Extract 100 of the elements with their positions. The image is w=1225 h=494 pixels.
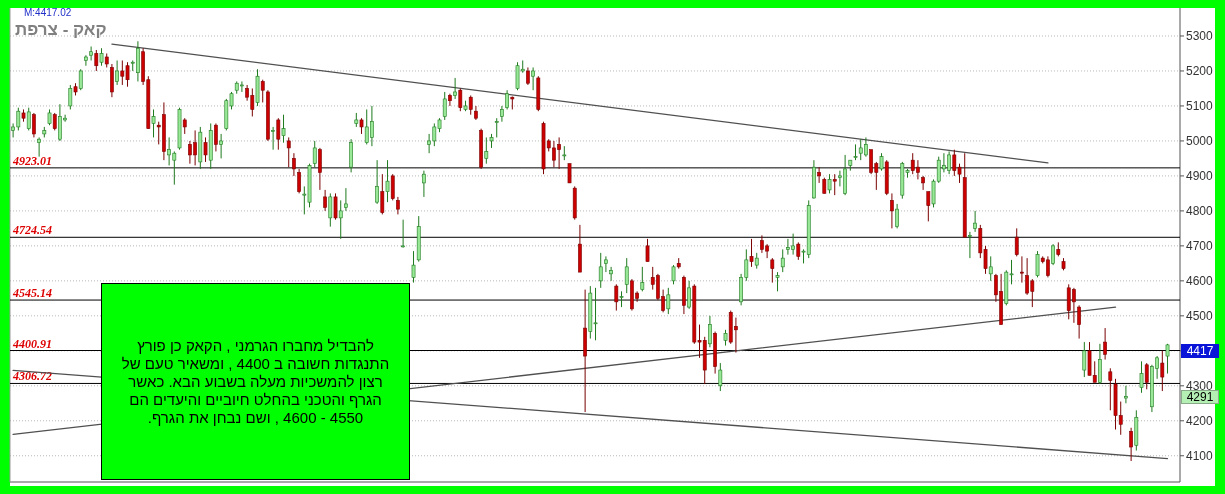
candlestick bbox=[375, 159, 379, 205]
candlestick bbox=[333, 192, 338, 221]
candlestick bbox=[609, 266, 613, 282]
candlestick bbox=[318, 147, 322, 191]
candlestick bbox=[718, 362, 723, 392]
candlestick bbox=[973, 210, 977, 233]
candlestick bbox=[1103, 327, 1107, 361]
ref-line-label: 4306.72 bbox=[12, 369, 52, 384]
candlestick bbox=[1160, 350, 1165, 392]
candlestick bbox=[624, 257, 629, 294]
y-tick-label: 5000 bbox=[1186, 133, 1214, 148]
candlestick bbox=[832, 173, 837, 196]
candlestick bbox=[1124, 385, 1128, 404]
candlestick bbox=[598, 252, 603, 289]
candlestick bbox=[89, 45, 93, 61]
text: 4291 bbox=[1181, 390, 1219, 404]
candlestick bbox=[1098, 343, 1102, 385]
y-tick-label: 4600 bbox=[1186, 273, 1214, 288]
candlestick bbox=[323, 189, 327, 212]
candlestick bbox=[411, 250, 416, 284]
candlestick bbox=[422, 170, 426, 198]
candlestick bbox=[458, 87, 463, 112]
candlestick bbox=[214, 122, 218, 152]
candlestick bbox=[890, 192, 894, 229]
candlestick bbox=[770, 257, 775, 284]
candlestick bbox=[1139, 360, 1144, 394]
candlestick bbox=[671, 264, 676, 285]
candlestick bbox=[827, 173, 832, 194]
ref-line-label: 4545.14 bbox=[12, 286, 52, 301]
candlestick bbox=[271, 126, 275, 151]
candlestick bbox=[151, 108, 156, 138]
candlestick bbox=[640, 266, 645, 292]
candlestick bbox=[344, 187, 348, 212]
candlestick bbox=[749, 238, 754, 268]
candlestick bbox=[281, 114, 286, 144]
candlestick bbox=[84, 54, 88, 67]
candlestick bbox=[780, 248, 785, 273]
candlestick bbox=[1082, 341, 1087, 378]
y-tick-label: 4200 bbox=[1186, 413, 1214, 428]
candlestick bbox=[921, 175, 925, 191]
candlestick bbox=[32, 112, 36, 138]
candlestick bbox=[1077, 304, 1081, 340]
candlestick bbox=[484, 136, 489, 165]
candlestick bbox=[1020, 255, 1024, 284]
y-tick-label: 4900 bbox=[1186, 168, 1214, 183]
candlestick bbox=[817, 166, 821, 184]
candlestick bbox=[895, 203, 899, 229]
candlestick bbox=[276, 117, 281, 151]
candlestick bbox=[203, 136, 208, 163]
candlestick bbox=[687, 280, 691, 310]
y-tick-label: 5100 bbox=[1186, 98, 1214, 113]
candlestick bbox=[988, 255, 993, 282]
candlestick bbox=[401, 219, 405, 249]
y-tick-label: 5300 bbox=[1186, 28, 1214, 43]
candlestick bbox=[297, 168, 301, 194]
candlestick bbox=[926, 191, 931, 222]
candlestick bbox=[328, 192, 333, 228]
candlestick bbox=[604, 255, 608, 273]
candlestick bbox=[567, 163, 572, 184]
candlestick bbox=[380, 173, 385, 215]
candlestick bbox=[968, 231, 972, 259]
candlestick bbox=[385, 159, 390, 203]
note-box: להבדיל מחברו הגרמני , הקאק כן פורץ התנגדות חשובה ב 4400 , ומשאיר טעם של רצון להמשכיות מעלה בשבוע הבא. כאשר הגרף והטכני בהחלט חיוביים והיעדים הם 4550 - 4600 , ושם נבחן את הגרף. bbox=[101, 283, 410, 480]
ref-line-label: 4400.91 bbox=[12, 336, 52, 351]
candlestick bbox=[260, 79, 265, 103]
candlestick bbox=[448, 93, 452, 107]
candlestick bbox=[1144, 362, 1149, 390]
text: 4417 bbox=[1181, 343, 1219, 358]
y-tick-label: 4800 bbox=[1186, 203, 1214, 218]
y-tick-label: 4100 bbox=[1186, 448, 1214, 463]
ref-line-label: 4724.54 bbox=[12, 223, 52, 238]
y-tick-label: 4500 bbox=[1186, 308, 1214, 323]
candlestick bbox=[645, 238, 650, 263]
candlestick bbox=[68, 84, 73, 110]
candlestick bbox=[1165, 343, 1170, 375]
candlestick bbox=[219, 133, 223, 159]
candlestick bbox=[666, 287, 671, 315]
candlestick bbox=[708, 315, 712, 348]
y-tick-label: 5200 bbox=[1186, 63, 1214, 78]
candlestick bbox=[442, 91, 447, 121]
candlestick bbox=[312, 140, 317, 168]
candlestick bbox=[292, 152, 296, 177]
candlestick bbox=[531, 66, 535, 91]
annotation: להבדיל מחברו הגרמני , הקאק כן פורץ התנגדות חשובה ב 4400 , ומשאיר טעם של רצון להמשכיות מעלה בשבוע הבא. כאשר הגרף והטכני בהחלט חיוביים והיעדים הם 4550 - 4600 , ושם נבחן את הגרף. bbox=[120, 336, 391, 427]
candlestick bbox=[453, 77, 457, 100]
candlestick bbox=[494, 117, 499, 138]
candlestick bbox=[775, 271, 780, 292]
candlestick bbox=[505, 89, 509, 110]
candlestick bbox=[115, 59, 119, 86]
y-tick-label: 4700 bbox=[1186, 238, 1214, 253]
candlestick bbox=[1051, 243, 1055, 266]
candlestick bbox=[37, 136, 41, 158]
candlestick bbox=[500, 105, 504, 123]
candlestick bbox=[286, 136, 291, 168]
candlestick bbox=[78, 68, 83, 91]
candlestick bbox=[94, 49, 99, 72]
candlestick bbox=[1014, 227, 1019, 257]
candlestick bbox=[26, 107, 31, 131]
text: קאק - צרפת bbox=[15, 20, 107, 40]
candlestick bbox=[1129, 427, 1133, 462]
